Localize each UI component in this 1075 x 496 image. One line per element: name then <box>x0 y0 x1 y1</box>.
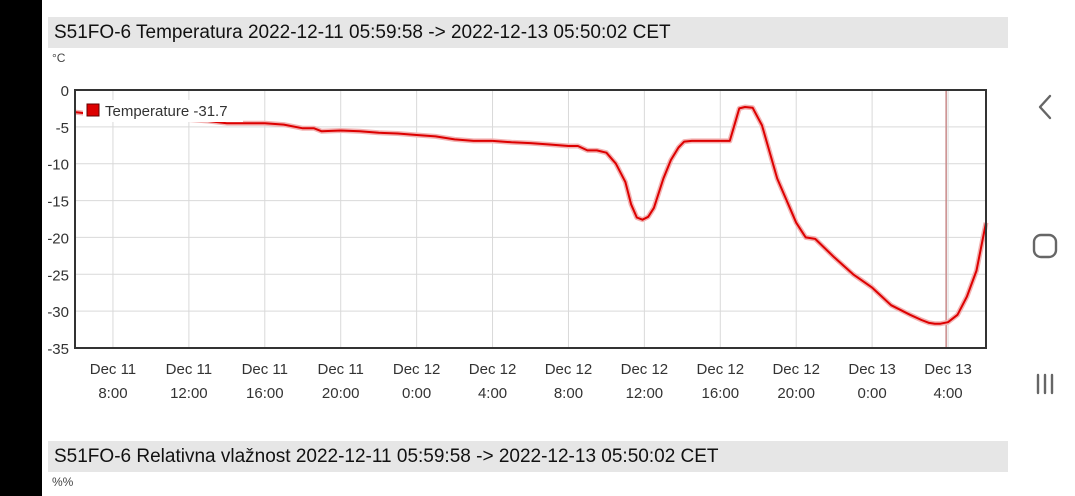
y-tick-label: 0 <box>61 83 69 100</box>
y-axis-ticks: 0 -5 -10 -15 -20 -25 -30 -35 <box>47 83 69 358</box>
x-tick-label-date: Dec 13 <box>848 361 896 378</box>
x-tick-label-time: 20:00 <box>322 385 360 402</box>
temperature-series-line <box>74 106 987 325</box>
temperature-chart[interactable]: 0 -5 -10 -15 -20 -25 -30 -35 Dec 11 8:00 Dec 11 12… <box>42 0 1015 430</box>
app-content: S51FO-6 Temperatura 2022-12-11 05:59:58 … <box>42 0 1015 496</box>
x-tick-label-time: 8:00 <box>98 385 127 402</box>
y-tick-label: -10 <box>47 157 69 174</box>
x-tick-label-time: 12:00 <box>170 385 208 402</box>
android-navigation-bar <box>1015 0 1075 496</box>
y-tick-label: -35 <box>47 341 69 358</box>
y-tick-label: -5 <box>56 120 69 137</box>
x-tick-label-date: Dec 11 <box>317 361 363 378</box>
y-tick-label: -15 <box>47 194 69 211</box>
x-tick-label-date: Dec 13 <box>924 361 972 378</box>
x-tick-label-date: Dec 12 <box>545 361 593 378</box>
temperature-unit-label: °C <box>52 51 66 65</box>
x-tick-label-date: Dec 12 <box>469 361 517 378</box>
x-tick-label-time: 0:00 <box>402 385 431 402</box>
x-tick-label-date: Dec 11 <box>166 361 212 378</box>
x-tick-label-time: 20:00 <box>777 385 815 402</box>
chart-grid <box>75 89 986 349</box>
rounded-square-icon[interactable] <box>1029 230 1061 262</box>
chart-legend: Temperature -31.7 <box>83 100 243 122</box>
x-axis-ticks: Dec 11 8:00 Dec 11 12:00 Dec 11 16:00 Dec 11 20… <box>90 361 972 402</box>
x-tick-label-date: Dec 11 <box>242 361 288 378</box>
y-tick-label: -30 <box>47 304 69 321</box>
x-tick-label-date: Dec 12 <box>393 361 441 378</box>
humidity-unit-label: %% <box>52 475 74 489</box>
legend-swatch <box>86 103 100 117</box>
y-tick-label: -20 <box>47 230 69 247</box>
y-tick-label: -25 <box>47 267 69 284</box>
humidity-chart-title: S51FO-6 Relativna vlažnost 2022-12-11 05… <box>48 441 1008 472</box>
x-tick-label-time: 8:00 <box>554 385 583 402</box>
legend-label: Temperature -31.7 <box>105 103 228 120</box>
x-tick-label-time: 0:00 <box>858 385 887 402</box>
x-tick-label-date: Dec 11 <box>90 361 136 378</box>
x-tick-label-time: 16:00 <box>246 385 284 402</box>
legend-background <box>83 100 243 122</box>
three-bars-icon[interactable] <box>1029 368 1061 400</box>
plot-area-border <box>74 89 987 349</box>
x-tick-label-date: Dec 12 <box>621 361 669 378</box>
x-tick-label-date: Dec 12 <box>697 361 745 378</box>
x-tick-label-time: 4:00 <box>933 385 962 402</box>
temperature-chart-title: S51FO-6 Temperatura 2022-12-11 05:59:58 … <box>48 17 1008 48</box>
temperature-series-shadow <box>74 104 989 327</box>
x-tick-label-time: 4:00 <box>478 385 507 402</box>
x-tick-label-time: 12:00 <box>626 385 664 402</box>
x-tick-label-time: 16:00 <box>702 385 740 402</box>
x-tick-label-date: Dec 12 <box>772 361 820 378</box>
chevron-left-icon[interactable] <box>1029 91 1061 123</box>
